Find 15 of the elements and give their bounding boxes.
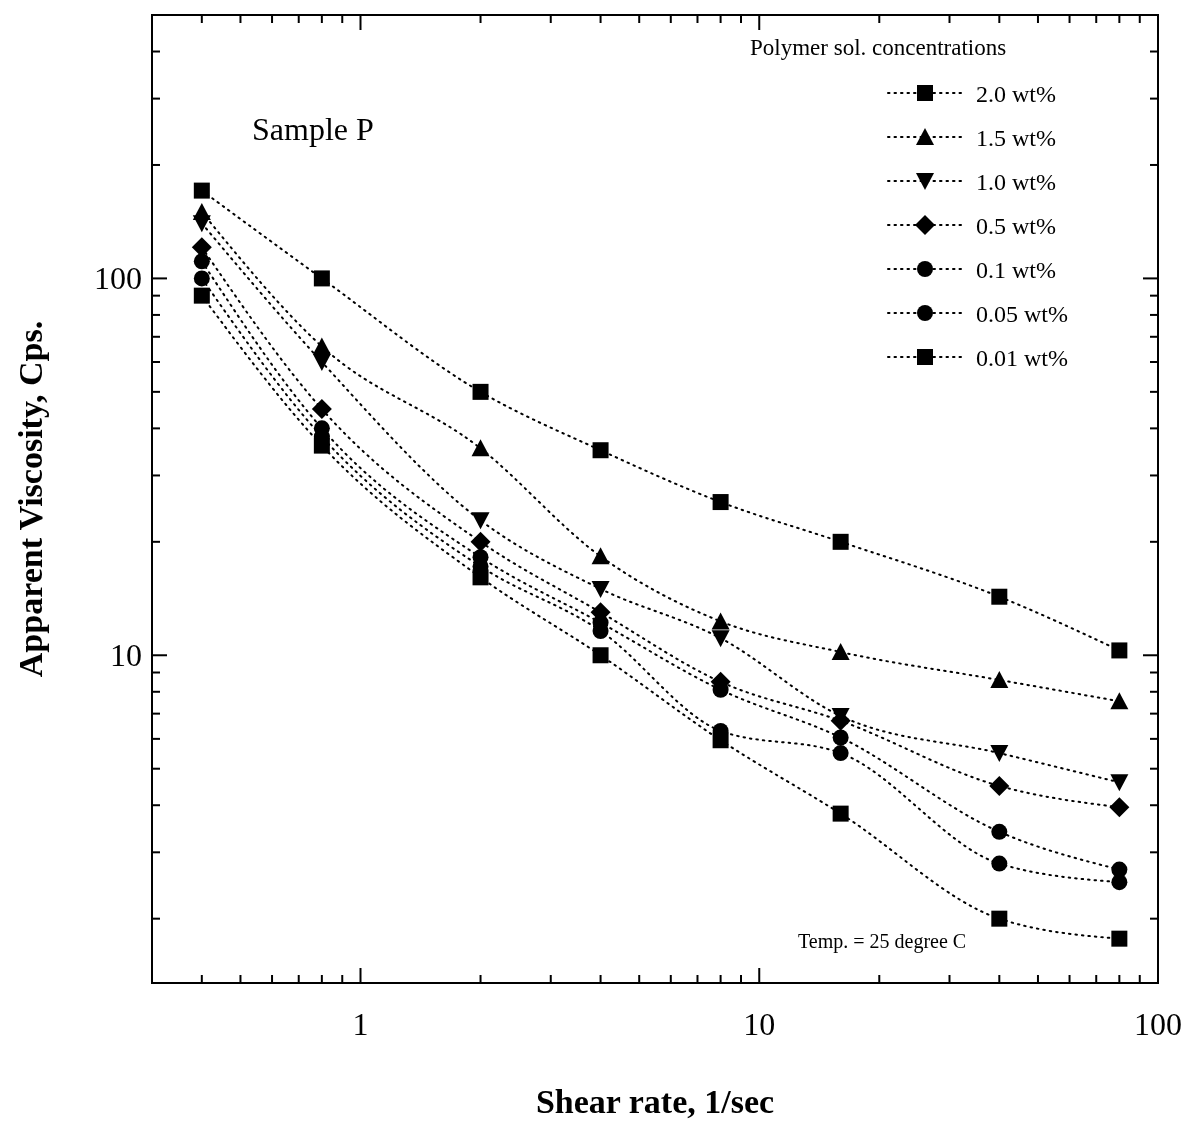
legend-label: 0.5 wt% (976, 213, 1056, 239)
legend-label: 0.01 wt% (976, 345, 1068, 371)
legend-label: 0.05 wt% (976, 301, 1068, 327)
legend-title: Polymer sol. concentrations (750, 35, 1007, 60)
legend-label: 2.0 wt% (976, 81, 1056, 107)
legend-label: 1.5 wt% (976, 125, 1056, 151)
annotation: Temp. = 25 degree C (798, 930, 967, 953)
annotation: Sample P (252, 111, 374, 147)
y-axis-title: Apparent Viscosity, Cps. (12, 320, 49, 678)
x-tick-label: 1 (352, 1006, 369, 1042)
x-tick-label: 10 (743, 1006, 776, 1042)
legend-label: 1.0 wt% (976, 169, 1056, 195)
x-axis-title: Shear rate, 1/sec (535, 1083, 775, 1120)
x-tick-label: 100 (1134, 1006, 1182, 1042)
legend-label: 0.1 wt% (976, 257, 1056, 283)
